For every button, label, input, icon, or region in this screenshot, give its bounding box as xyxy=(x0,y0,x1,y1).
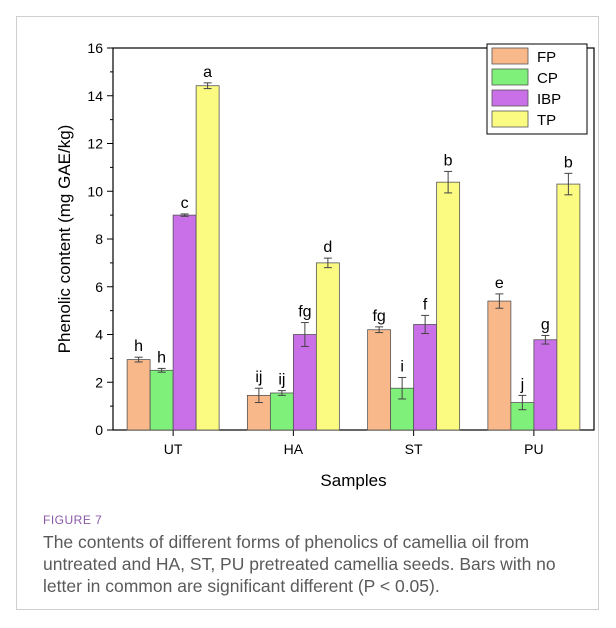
significance-letter: e xyxy=(495,275,504,292)
y-tick-label: 6 xyxy=(95,279,103,295)
legend-swatch-cp xyxy=(491,68,529,86)
significance-letter: h xyxy=(157,349,166,366)
bar-ibp xyxy=(172,214,197,431)
significance-letter: f xyxy=(423,296,428,313)
significance-letter: d xyxy=(323,239,332,256)
significance-letter: b xyxy=(444,152,453,169)
bar-chart: 0 2 4 6 8 10 12 14 16 Phenolic content (mg GAE/kg… xyxy=(55,40,595,490)
bar-fp xyxy=(487,300,512,431)
y-tick-label: 2 xyxy=(95,374,103,390)
figure-label: FIGURE 7 xyxy=(43,513,103,527)
y-tick-label: 14 xyxy=(87,88,103,104)
legend-label: CP xyxy=(537,70,558,87)
x-tick-label: HA xyxy=(284,441,304,457)
figure-caption-block: FIGURE 7 The contents of different forms… xyxy=(43,513,583,597)
legend-label: IBP xyxy=(537,91,561,108)
y-tick-label: 0 xyxy=(95,422,103,438)
bar-cp xyxy=(149,369,174,431)
bar-fp xyxy=(126,359,151,431)
chart-container: 0 2 4 6 8 10 12 14 16 Phenolic content (mg GAE/kg… xyxy=(55,40,595,490)
bar-fp xyxy=(367,329,392,431)
bar-ibp xyxy=(413,324,438,431)
y-tick-label: 8 xyxy=(95,231,103,247)
bar-tp xyxy=(436,181,461,431)
y-tick-label: 10 xyxy=(87,183,103,199)
significance-letter: fg xyxy=(298,304,311,321)
y-tick-label: 12 xyxy=(87,136,103,152)
legend-swatch-ibp xyxy=(491,89,529,107)
bar-tp xyxy=(556,183,581,431)
significance-letter: a xyxy=(203,64,212,81)
significance-letter: fg xyxy=(372,308,385,325)
significance-letter: c xyxy=(181,195,189,212)
legend-swatch-tp xyxy=(491,110,529,128)
bar-ibp xyxy=(533,339,558,431)
legend-swatch-fp xyxy=(491,47,529,65)
legend-label: FP xyxy=(537,49,556,66)
x-axis-label: Samples xyxy=(320,471,386,490)
significance-letter: h xyxy=(134,338,143,355)
significance-letter: ij xyxy=(255,369,262,386)
significance-letter: i xyxy=(400,358,404,375)
x-tick-label: ST xyxy=(405,441,423,457)
significance-letter: g xyxy=(541,316,550,333)
x-tick-label: PU xyxy=(524,441,543,457)
y-tick-label: 16 xyxy=(87,40,103,56)
x-tick-label: UT xyxy=(164,441,183,457)
significance-letter: j xyxy=(520,376,525,393)
bar-ibp xyxy=(292,334,317,431)
bar-tp xyxy=(315,262,340,431)
y-tick-label: 4 xyxy=(95,327,103,343)
figure-caption: The contents of different forms of pheno… xyxy=(43,532,556,596)
legend-label: TP xyxy=(537,112,556,129)
bar-cp xyxy=(269,392,294,431)
significance-letter: b xyxy=(564,154,573,171)
bar-tp xyxy=(195,85,220,431)
significance-letter: ij xyxy=(278,372,285,389)
y-axis-label: Phenolic content (mg GAE/kg) xyxy=(55,125,74,354)
